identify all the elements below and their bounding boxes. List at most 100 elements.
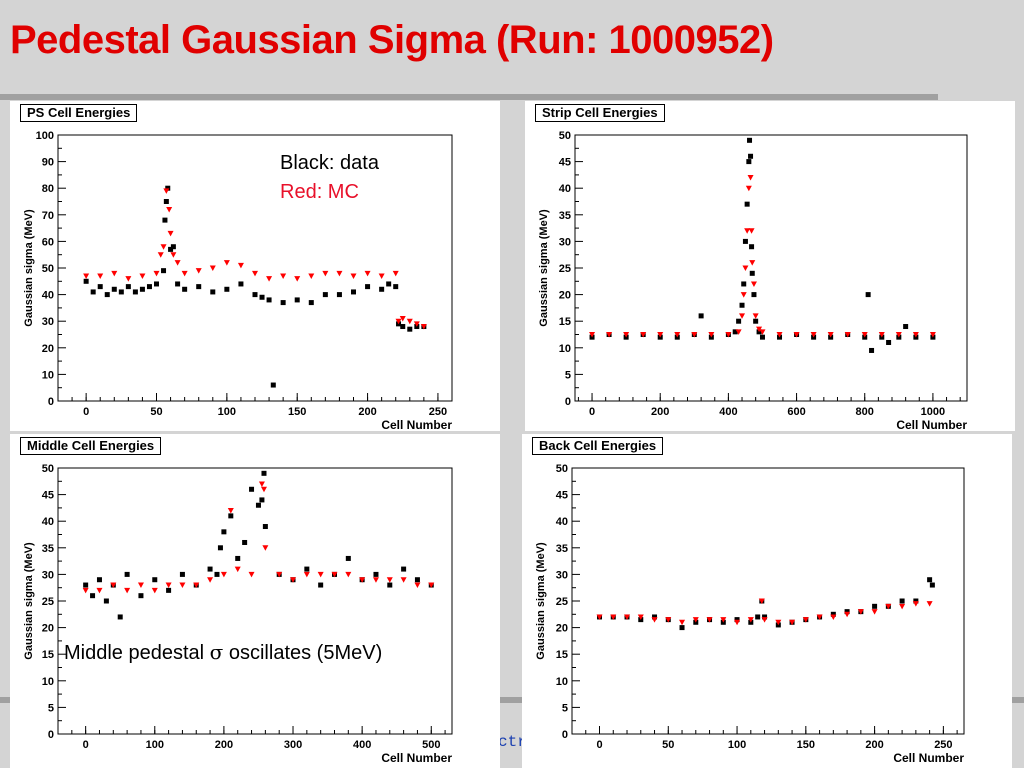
mc-point [336, 270, 343, 277]
mc-point [258, 481, 265, 487]
bottom-divider-band [0, 697, 1024, 703]
data-point [872, 603, 878, 609]
x-tick-label: 100 [146, 739, 164, 751]
mc-point [260, 486, 267, 493]
y-tick-label: 20 [42, 343, 54, 355]
mc-point [623, 332, 630, 338]
data-point [903, 324, 909, 330]
mc-point [744, 228, 751, 234]
data-point [365, 284, 371, 290]
data-point [732, 329, 738, 335]
x-tick-label: 200 [215, 739, 233, 751]
mc-point [220, 571, 227, 578]
plot-frame [57, 467, 453, 735]
mc-point [756, 326, 763, 333]
data-point [154, 281, 159, 287]
y-tick-label: 45 [42, 490, 54, 502]
data-point [746, 159, 752, 165]
strip-chart-svg: 0 5 10 15 20 25 30 35 40 45 50 0 200 400 600 800 1000Cel… [538, 130, 968, 431]
data-point [400, 324, 406, 330]
y-tick-label: 90 [42, 157, 54, 169]
y-tick-label: 5 [565, 369, 571, 381]
mc-point [725, 332, 732, 338]
y-tick-label: 15 [42, 649, 54, 661]
y-tick-label: 20 [559, 290, 571, 302]
data-point [913, 598, 919, 604]
data-point [261, 470, 267, 476]
x-tick-label: 800 [856, 406, 874, 418]
x-axis-label: Cell Number [381, 418, 452, 431]
mc-point [895, 332, 902, 338]
x-tick-label: 0 [596, 739, 602, 751]
mc-point [266, 276, 273, 282]
plot-frame [574, 134, 968, 402]
data-point [865, 292, 871, 298]
mc-point [345, 571, 352, 578]
data-point [252, 292, 258, 298]
x-tick-label: 600 [787, 406, 805, 418]
data-point [749, 270, 755, 276]
mc-point [137, 582, 144, 589]
data-point [759, 334, 765, 340]
y-tick-label: 25 [556, 596, 568, 608]
mc-point [193, 582, 200, 589]
mc-point [844, 611, 851, 618]
data-point [196, 284, 202, 290]
data-point [182, 286, 188, 292]
data-point [753, 318, 759, 324]
data-point [168, 246, 174, 252]
data-point [336, 292, 342, 298]
x-tick-label: 100 [728, 739, 746, 751]
mc-point [209, 265, 216, 271]
mc-point [640, 332, 647, 338]
data-point [103, 598, 109, 604]
ps-chart-panel: 0 10 20 30 40 50 60 70 80 90 100 0 50 100 150 200 250 Cel… [10, 101, 500, 431]
data-point [104, 292, 110, 298]
data-point [175, 281, 181, 287]
y-tick-label: 60 [42, 236, 54, 248]
data-point [96, 577, 102, 583]
y-tick-label: 0 [562, 729, 568, 741]
mc-point [752, 313, 759, 319]
mc-point [160, 244, 167, 250]
data-point [259, 294, 265, 300]
y-tick-label: 20 [42, 623, 54, 635]
mc-point [350, 273, 357, 279]
data-point [393, 284, 399, 290]
mc-point [651, 617, 658, 623]
mc-point [827, 332, 834, 338]
data-point [83, 582, 89, 588]
x-tick-label: 150 [797, 739, 815, 751]
plot-frame [571, 467, 965, 735]
mc-point [82, 587, 89, 594]
mc-point [252, 270, 258, 277]
mc-point [674, 332, 681, 338]
x-tick-label: 0 [83, 406, 89, 418]
x-axis-label: Cell Number [893, 751, 964, 765]
data-point [266, 297, 272, 303]
data-point [762, 614, 768, 620]
mc-point [706, 617, 713, 623]
mc-point [830, 614, 837, 620]
y-tick-label: 50 [42, 463, 54, 475]
y-axis-label: Gaussian sigma (MeV) [23, 542, 35, 660]
data-point [830, 611, 836, 617]
y-tick-label: 20 [556, 623, 568, 635]
mc-point [926, 601, 933, 607]
x-tick-label: 250 [934, 739, 952, 751]
y-tick-label: 5 [48, 702, 54, 714]
data-point [401, 566, 407, 572]
mc-point [395, 318, 402, 325]
y-tick-label: 25 [559, 263, 571, 275]
mc-point [372, 577, 379, 583]
y-tick-label: 0 [48, 396, 54, 408]
x-tick-label: 50 [662, 739, 674, 751]
y-tick-label: 0 [48, 729, 54, 741]
x-tick-label: 0 [83, 739, 89, 751]
note-prefix: Middle pedestal [64, 642, 210, 664]
data-point [152, 577, 158, 583]
mc-point [237, 262, 244, 269]
mc-point [912, 601, 919, 607]
data-point [161, 268, 167, 274]
mc-point [665, 617, 672, 623]
